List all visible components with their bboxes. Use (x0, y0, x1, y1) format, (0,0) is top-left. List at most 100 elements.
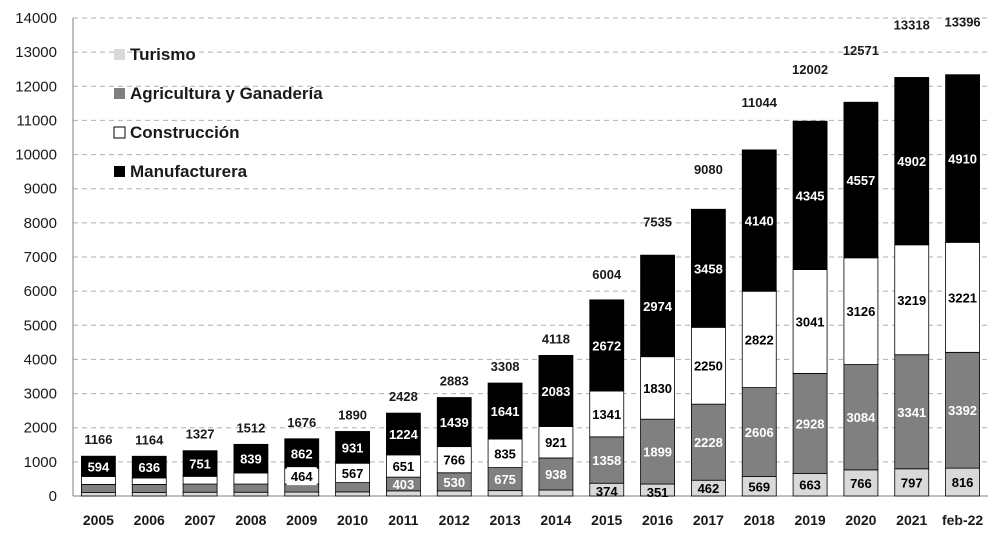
y-tick-label: 4000 (24, 351, 57, 368)
bar-segment-agricultura-y-ganader-a (131, 483, 167, 493)
legend-label: Manufacturera (130, 162, 248, 181)
bar-segment-manufacturera (386, 412, 421, 456)
legend: Turismo Agricultura y Ganadería Construcci… (113, 45, 323, 181)
y-tick-label: 6000 (24, 283, 57, 300)
x-tick-label: 2005 (83, 512, 114, 528)
legend-label: Construcción (130, 123, 240, 142)
bar-segment-agricultura-y-ganader-a (741, 387, 777, 477)
bar-segment-manufacturera (538, 354, 574, 427)
x-tick-label: 2014 (540, 512, 571, 528)
data-label: 1358 (592, 453, 621, 468)
bar-segment-manufacturera (436, 397, 472, 448)
bar-segment-turismo (131, 492, 167, 497)
data-label: 2928 (796, 416, 825, 431)
y-tick-label: 10000 (15, 147, 57, 164)
total-label: 1164 (135, 432, 164, 447)
data-label: 766 (443, 453, 465, 468)
data-label: 938 (545, 467, 567, 482)
data-label: 462 (698, 481, 720, 496)
data-label: 3221 (948, 290, 977, 305)
data-label: 3084 (846, 410, 876, 425)
bar-segment-manufacturera (487, 382, 523, 440)
x-tick-label: 2006 (134, 512, 165, 528)
data-label: 2606 (745, 425, 774, 440)
data-label-background (795, 312, 826, 331)
bar-segment-agricultura-y-ganader-a (538, 457, 574, 491)
total-label: 13318 (894, 17, 930, 32)
bar-segment-construcci-n (233, 472, 269, 485)
data-label-background (540, 433, 571, 452)
x-tick-label: 2016 (642, 512, 673, 528)
bar-segment-turismo (945, 467, 980, 497)
data-label: 931 (342, 440, 364, 455)
data-label: 1224 (389, 427, 419, 442)
data-label: 2974 (643, 299, 673, 314)
y-tick-label: 13000 (15, 44, 57, 61)
data-label: 4902 (897, 154, 926, 169)
y-tick-label: 9000 (24, 181, 57, 198)
data-label: 751 (189, 457, 211, 472)
bar-segment-manufacturera (284, 438, 320, 469)
data-label-background (337, 463, 368, 482)
bar-segment-construcci-n (182, 475, 218, 485)
data-label: 4557 (846, 173, 875, 188)
bar-segment-agricultura-y-ganader-a (233, 483, 269, 493)
data-label: 3126 (846, 304, 875, 319)
data-label: 3458 (694, 261, 723, 276)
legend-swatch (114, 88, 125, 99)
y-tick-label: 1000 (24, 454, 57, 471)
total-label: 12571 (843, 43, 879, 58)
data-label: 816 (952, 475, 974, 490)
data-label: 464 (291, 469, 313, 484)
bar-segment-agricultura-y-ganader-a (81, 483, 116, 493)
y-tick-label: 0 (49, 488, 57, 505)
y-tick-label: 2000 (24, 420, 57, 437)
data-label: 1641 (491, 404, 520, 419)
data-label: 1439 (440, 415, 469, 430)
data-label: 569 (748, 479, 770, 494)
data-label: 797 (901, 475, 923, 490)
bar-segment-turismo (538, 489, 574, 497)
data-label: 2250 (694, 359, 723, 374)
data-label: 4910 (948, 152, 977, 167)
data-label: 862 (291, 446, 313, 461)
total-label: 2883 (440, 374, 469, 389)
bar-segment-agricultura-y-ganader-a (792, 372, 828, 474)
x-tick-label: 2018 (744, 512, 775, 528)
legend-swatch (114, 166, 125, 177)
data-label-background (388, 457, 419, 476)
total-label: 3308 (491, 359, 520, 374)
bar-segment-agricultura-y-ganader-a (182, 483, 218, 493)
data-label: 636 (138, 460, 160, 475)
x-tick-label: 2012 (439, 512, 470, 528)
bar-segment-manufacturera (792, 120, 828, 270)
bar-segment-manufacturera (182, 450, 218, 477)
bar-segment-agricultura-y-ganader-a (843, 364, 879, 471)
bar-segment-turismo (284, 491, 320, 497)
bar-segment-agricultura-y-ganader-a (335, 482, 370, 493)
total-label: 9080 (694, 162, 723, 177)
data-label: 374 (596, 484, 618, 499)
data-label: 3041 (796, 314, 825, 329)
total-label: 1890 (338, 407, 367, 422)
bar-segment-construcci-n (81, 476, 116, 485)
data-label-background (642, 378, 673, 397)
y-tick-label: 5000 (24, 317, 57, 334)
x-tick-label: 2017 (693, 512, 724, 528)
data-label: 530 (443, 475, 465, 490)
data-label: 567 (342, 466, 364, 481)
data-label-background (947, 288, 978, 307)
data-label: 839 (240, 452, 262, 467)
data-label: 2672 (592, 338, 621, 353)
y-tick-label: 3000 (24, 386, 57, 403)
x-tick-label: 2013 (490, 512, 521, 528)
legend-label: Agricultura y Ganadería (130, 84, 323, 103)
x-tick-label: 2015 (591, 512, 622, 528)
data-label: 663 (799, 478, 821, 493)
data-label-background (744, 330, 775, 349)
bar-segment-agricultura-y-ganader-a (284, 483, 320, 493)
bar-segment-manufacturera (335, 431, 370, 464)
y-tick-label: 7000 (24, 249, 57, 266)
bar-segment-agricultura-y-ganader-a (945, 351, 980, 469)
